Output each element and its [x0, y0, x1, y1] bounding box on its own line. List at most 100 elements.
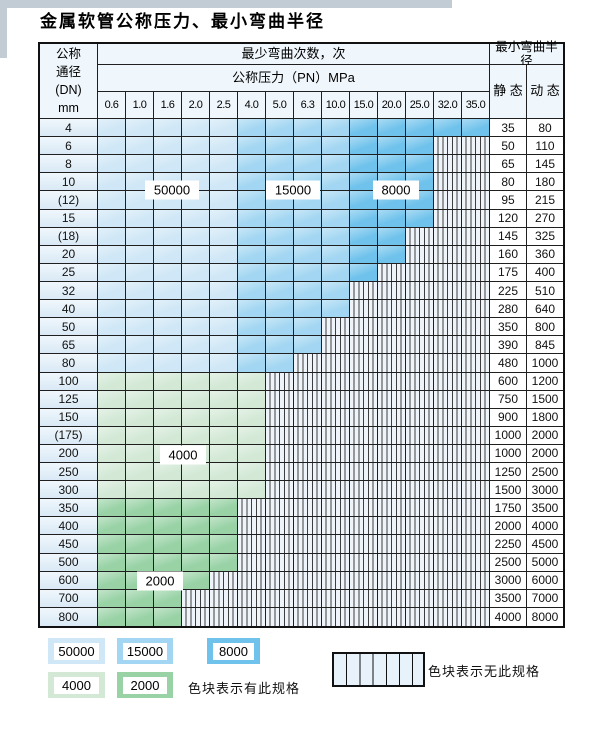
dynamic-cell: 5000: [527, 553, 563, 572]
spec-cell: [126, 499, 154, 518]
no-spec-cell: [462, 336, 490, 355]
spec-cell: [98, 318, 126, 337]
spec-cell: [182, 426, 210, 445]
no-spec-cell: [462, 463, 490, 482]
dn-header-line: 通径: [55, 65, 81, 79]
spec-cell: [238, 191, 266, 210]
spec-cell: [238, 444, 266, 464]
static-cell: 750: [490, 390, 527, 409]
dynamic-cell: 1800: [527, 408, 563, 427]
spec-cell: [182, 245, 210, 264]
spec-cell: [350, 173, 378, 192]
spec-cell: [210, 535, 238, 554]
pressure-col-header: 32.0: [434, 92, 462, 119]
spec-cell: [238, 481, 266, 500]
no-spec-cell: [434, 408, 462, 427]
no-spec-cell: [238, 571, 266, 590]
spec-cell: [182, 300, 210, 319]
dynamic-cell: 800: [527, 318, 563, 337]
no-spec-cell: [434, 426, 462, 445]
spec-cell: [98, 300, 126, 319]
no-spec-cell: [434, 517, 462, 536]
spec-cell: [350, 209, 378, 228]
spec-cell: [126, 426, 154, 445]
spec-cell: [154, 155, 182, 174]
spec-cell: [322, 191, 350, 210]
spec-cell: [322, 155, 350, 174]
no-spec-cell: [294, 535, 322, 554]
spec-cell: [238, 155, 266, 174]
spec-cell: [98, 517, 126, 536]
dn-header-line: mm: [58, 101, 79, 115]
spec-cell: [182, 263, 210, 282]
no-spec-cell: [406, 372, 434, 391]
spec-cell: [406, 209, 434, 228]
no-spec-cell: [378, 517, 406, 536]
dn-cell: 500: [40, 553, 98, 572]
no-spec-cell: [210, 571, 238, 590]
overlay-label: 8000: [373, 180, 419, 200]
spec-cell: [154, 209, 182, 228]
spec-cell: [350, 137, 378, 156]
dynamic-cell: 2000: [527, 426, 563, 445]
spec-cell: [182, 372, 210, 391]
dynamic-header: 动 态: [527, 65, 563, 119]
spec-cell: [210, 336, 238, 355]
spec-cell: [182, 408, 210, 427]
no-spec-cell: [462, 318, 490, 337]
no-spec-cell: [294, 607, 322, 626]
no-spec-cell: [406, 336, 434, 355]
no-spec-cell: [378, 300, 406, 319]
dynamic-cell: 7000: [527, 589, 563, 608]
spec-cell: [210, 481, 238, 500]
no-spec-cell: [266, 444, 294, 464]
pressure-col-header: 20.0: [378, 92, 406, 119]
static-cell: 175: [490, 263, 527, 282]
spec-cell: [210, 173, 238, 192]
no-spec-cell: [406, 227, 434, 246]
no-spec-cell: [378, 607, 406, 626]
no-spec-cell: [406, 499, 434, 518]
spec-cell: [210, 553, 238, 572]
no-spec-cell: [238, 535, 266, 554]
no-spec-cell: [350, 481, 378, 500]
spec-cell: [238, 137, 266, 156]
no-spec-cell: [434, 245, 462, 264]
no-spec-cell: [294, 354, 322, 373]
spec-cell: [378, 155, 406, 174]
spec-cell: [182, 281, 210, 301]
static-cell: 600: [490, 372, 527, 391]
no-spec-cell: [294, 372, 322, 391]
legend-swatch: 15000: [117, 638, 173, 664]
spec-cell: [266, 227, 294, 246]
spec-cell: [154, 281, 182, 301]
no-spec-cell: [322, 390, 350, 409]
legend-swatch: 50000: [48, 638, 105, 664]
spec-cell: [182, 209, 210, 228]
dn-cell: 350: [40, 499, 98, 518]
no-spec-cell: [294, 481, 322, 500]
legend-swatch-label: 4000: [54, 676, 99, 694]
dn-cell: 15: [40, 209, 98, 228]
spec-cell: [294, 209, 322, 228]
dn-cell: 8: [40, 155, 98, 174]
spec-cell: [154, 119, 182, 138]
legend-swatch-label: 2000: [123, 676, 167, 694]
no-spec-cell: [266, 553, 294, 572]
static-cell: 65: [490, 155, 527, 174]
no-spec-cell: [322, 589, 350, 608]
dn-cell: 450: [40, 535, 98, 554]
dynamic-cell: 1200: [527, 372, 563, 391]
pressure-col-header: 2.5: [210, 92, 238, 119]
no-spec-cell: [406, 481, 434, 500]
spec-cell: [238, 318, 266, 337]
dynamic-cell: 215: [527, 191, 563, 210]
no-spec-cell: [434, 463, 462, 482]
spec-cell: [182, 463, 210, 482]
spec-cell: [154, 372, 182, 391]
spec-cell: [98, 444, 126, 464]
dynamic-cell: 6000: [527, 571, 563, 590]
no-spec-cell: [434, 553, 462, 572]
spec-cell: [126, 463, 154, 482]
spec-cell: [266, 354, 294, 373]
